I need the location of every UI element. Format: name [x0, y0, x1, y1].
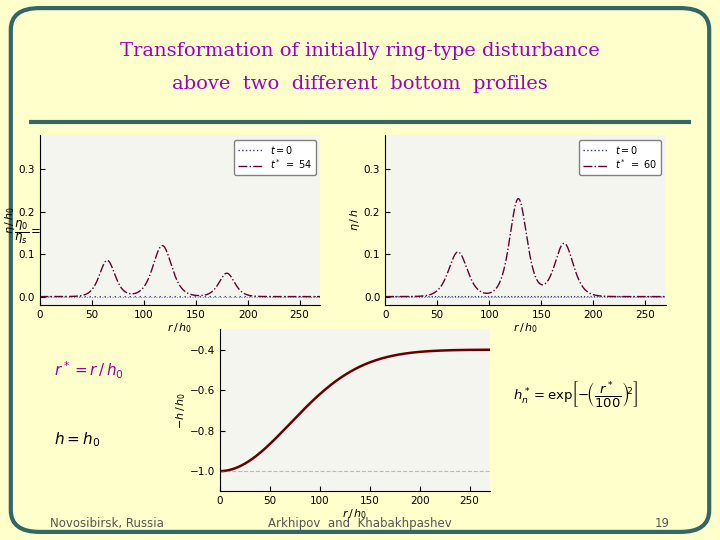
Y-axis label: $-h\,/\,h_0$: $-h\,/\,h_0$	[174, 392, 188, 429]
Text: $r^* = r\,/\,h_0$: $r^* = r\,/\,h_0$	[54, 359, 124, 381]
Text: Arkhipov  and  Khabakhpashev: Arkhipov and Khabakhpashev	[268, 517, 452, 530]
Y-axis label: $\eta\,/\,h_0$: $\eta\,/\,h_0$	[3, 206, 17, 234]
X-axis label: $r\,/\,h_0$: $r\,/\,h_0$	[167, 321, 193, 335]
Legend: $t = 0$, $t^*\;=\;60$: $t = 0$, $t^*\;=\;60$	[580, 140, 661, 176]
Text: $\dfrac{\eta_0}{\eta_s} = \mathrm{sech}^2\!\left(\!\dfrac{r^*-125}{4L/h_0}\!\rig: $\dfrac{\eta_0}{\eta_s} = \mathrm{sech}^…	[14, 216, 138, 248]
Text: $h/h_0 = 1-0.6(1-h_n^*)$: $h/h_0 = 1-0.6(1-h_n^*)$	[508, 219, 644, 240]
Y-axis label: $\eta\,/\,h$: $\eta\,/\,h$	[348, 208, 362, 232]
Legend: $t = 0$, $t^*\;=\;54$: $t = 0$, $t^*\;=\;54$	[234, 140, 315, 176]
Text: $h = h_0$: $h = h_0$	[54, 431, 100, 449]
Text: $h_n^* = \exp\!\left[-\!\left(\dfrac{r^*}{100}\right)^{\!\!2}\right]$: $h_n^* = \exp\!\left[-\!\left(\dfrac{r^*…	[513, 379, 639, 409]
X-axis label: $r\,/\,h_0$: $r\,/\,h_0$	[342, 508, 367, 522]
FancyBboxPatch shape	[11, 8, 709, 532]
Text: Transformation of initially ring-type disturbance: Transformation of initially ring-type di…	[120, 42, 600, 60]
X-axis label: $r\,/\,h_0$: $r\,/\,h_0$	[513, 321, 539, 335]
Text: 19: 19	[654, 517, 670, 530]
Text: above  two  different  bottom  profiles: above two different bottom profiles	[172, 75, 548, 93]
Text: Novosibirsk, Russia: Novosibirsk, Russia	[50, 517, 164, 530]
